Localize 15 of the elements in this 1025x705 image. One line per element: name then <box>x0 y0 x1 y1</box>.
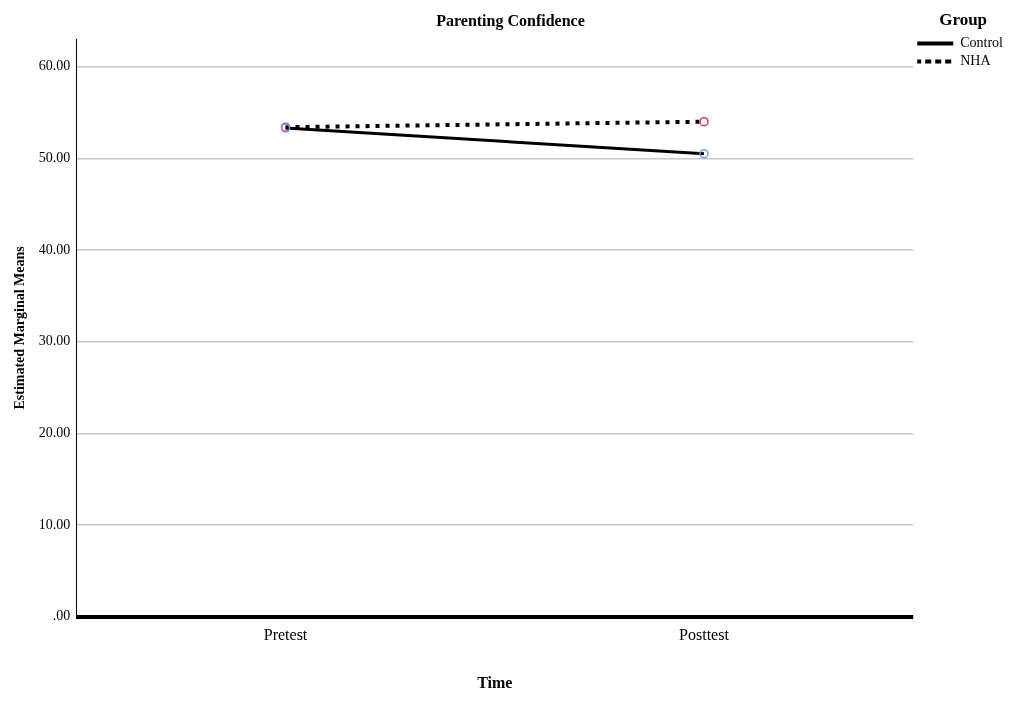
y-tick-label: 20.00 <box>38 424 71 440</box>
y-tick-label: 60.00 <box>38 58 71 74</box>
y-tick-label: .00 <box>52 608 71 624</box>
legend-title: Group <box>939 9 988 29</box>
legend-label: Control <box>960 35 1004 51</box>
x-tick-label: Pretest <box>263 626 308 644</box>
y-tick-label: 30.00 <box>38 333 71 349</box>
y-tick-label: 40.00 <box>38 241 71 257</box>
x-tick-label: Posttest <box>679 626 730 644</box>
legend-label: NHA <box>960 53 992 69</box>
y-axis-title: Estimated Marginal Means <box>12 245 28 410</box>
y-tick-label: 50.00 <box>38 150 71 166</box>
y-tick-label: 10.00 <box>38 516 71 532</box>
x-axis-title: Time <box>477 673 513 691</box>
chart-title: Parenting Confidence <box>436 11 585 30</box>
